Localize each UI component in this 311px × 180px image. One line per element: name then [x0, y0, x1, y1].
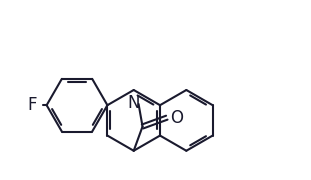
- Text: N: N: [128, 94, 140, 112]
- Text: O: O: [170, 109, 183, 127]
- Text: F: F: [27, 96, 36, 114]
